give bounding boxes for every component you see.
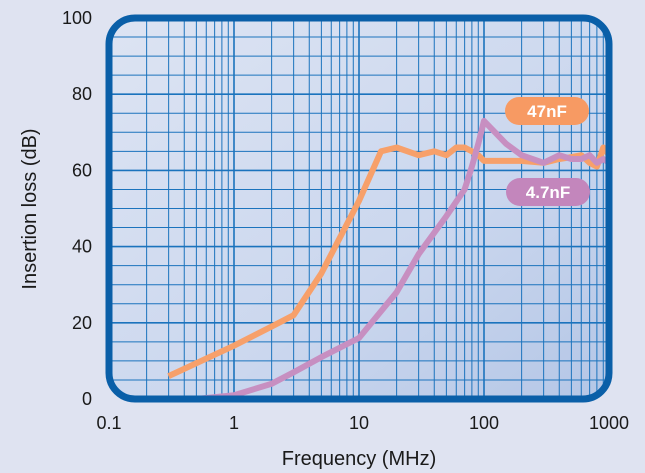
y-axis-title: Insertion loss (dB)	[19, 128, 41, 289]
x-tick-label: 1	[229, 413, 239, 433]
series-label-text: 47nF	[527, 102, 567, 121]
x-tick-label: 1000	[589, 413, 629, 433]
y-tick-label: 40	[72, 237, 92, 257]
series-line-4-7nf	[196, 117, 609, 399]
series-label-tag	[505, 97, 589, 125]
y-tick-label: 100	[62, 8, 92, 28]
series-line-47nf	[167, 144, 609, 379]
x-tick-label: 10	[349, 413, 369, 433]
y-tick-label: 20	[72, 313, 92, 333]
series-label-tag	[506, 178, 590, 206]
tick-labels: 0.1 1 10 100 1000 0 20 40 60 80 100	[62, 8, 629, 433]
series-layer	[167, 117, 609, 399]
series-labels: 47nF 4.7nF	[505, 97, 590, 206]
x-tick-label: 0.1	[96, 413, 121, 433]
x-tick-label: 100	[469, 413, 499, 433]
y-tick-label: 80	[72, 84, 92, 104]
plot-frame	[105, 14, 613, 403]
x-axis-title: Frequency (MHz)	[282, 448, 436, 470]
y-tick-label: 60	[72, 160, 92, 180]
grid-lines	[109, 18, 609, 399]
series-label-text: 4.7nF	[526, 183, 570, 202]
y-tick-label: 0	[82, 389, 92, 409]
